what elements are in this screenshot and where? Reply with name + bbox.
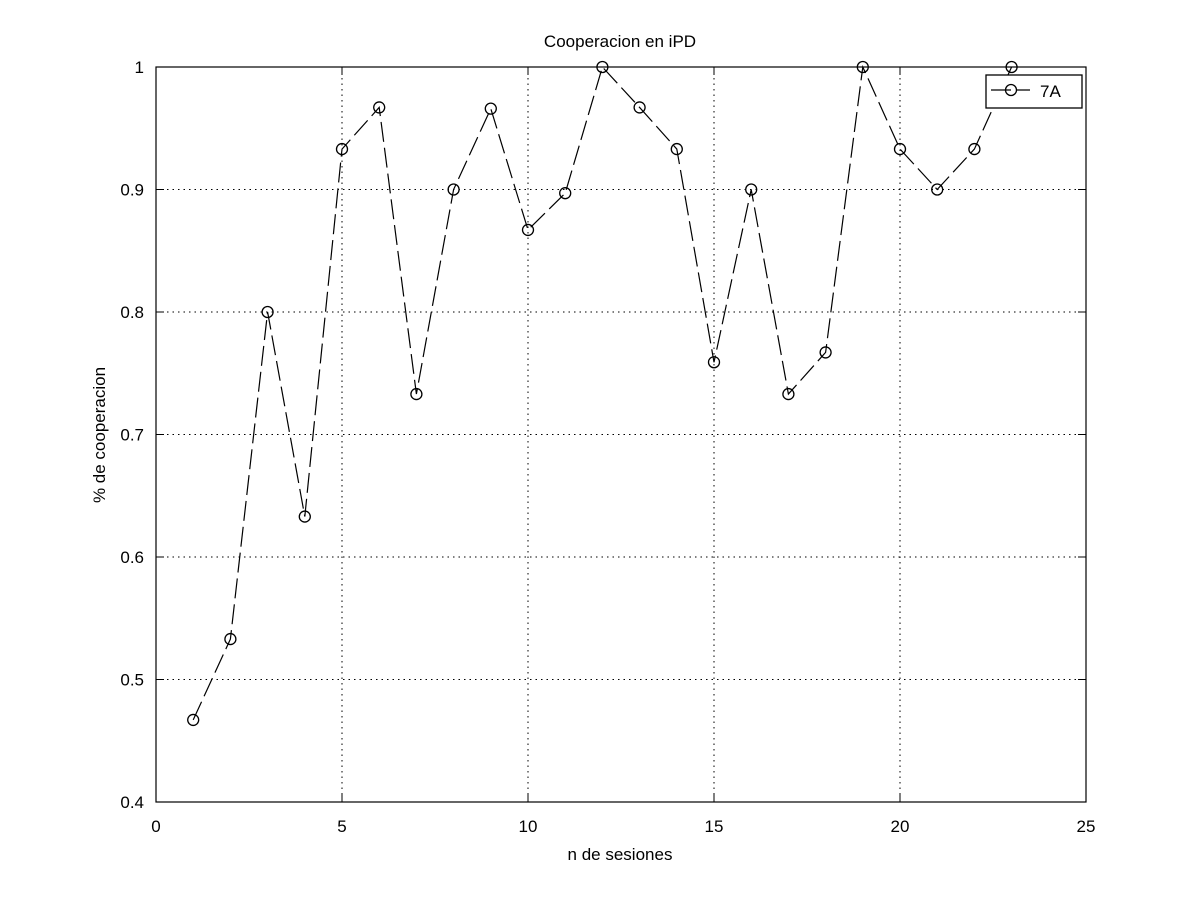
x-tick-label: 10 xyxy=(519,817,538,836)
y-tick-label: 0.8 xyxy=(120,303,144,322)
data-point xyxy=(335,142,349,156)
y-tick-label: 0.9 xyxy=(120,181,144,200)
data-point xyxy=(856,60,869,74)
series-line xyxy=(192,64,1013,721)
y-tick-label: 0.7 xyxy=(120,426,144,445)
data-point xyxy=(745,183,758,196)
data-point xyxy=(298,510,311,523)
data-point xyxy=(447,183,460,196)
data-point xyxy=(931,183,944,196)
x-tick-label: 25 xyxy=(1077,817,1096,836)
data-point xyxy=(782,387,795,401)
x-tick-label: 15 xyxy=(705,817,724,836)
chart-title: Cooperacion en iPD xyxy=(544,32,696,51)
data-point xyxy=(819,346,832,359)
y-tick-label: 0.6 xyxy=(120,548,144,567)
plot-frame xyxy=(155,66,1087,803)
data-point xyxy=(224,632,237,646)
data-point xyxy=(410,387,423,401)
data-point xyxy=(373,101,386,114)
data-point xyxy=(707,356,721,369)
data-point xyxy=(484,102,497,115)
data-point xyxy=(670,142,683,156)
x-axis-title: n de sesiones xyxy=(568,845,673,864)
x-tick-label: 20 xyxy=(891,817,910,836)
legend-label: 7A xyxy=(1040,82,1061,101)
data-point xyxy=(596,60,609,74)
legend-box xyxy=(985,74,1083,109)
y-tick-label: 0.5 xyxy=(120,671,144,690)
data-point xyxy=(521,223,535,237)
data-point xyxy=(261,305,274,319)
data-point xyxy=(893,142,907,156)
axes xyxy=(155,66,1087,803)
data-point xyxy=(968,142,981,156)
legend: 7A xyxy=(985,74,1083,109)
x-tick-label: 0 xyxy=(151,817,160,836)
x-tick-label: 5 xyxy=(337,817,346,836)
data-point xyxy=(187,713,200,727)
y-tick-label: 0.4 xyxy=(120,793,144,812)
y-tick-label: 1 xyxy=(135,58,144,77)
data-point xyxy=(559,187,572,200)
data-point xyxy=(633,101,646,114)
data-point xyxy=(1005,60,1018,74)
legend-marker xyxy=(1004,83,1018,97)
y-axis-title: % de cooperacion xyxy=(90,367,109,503)
series-layer xyxy=(187,60,1018,727)
tick-labels: 0 5 10 15 20 25 0.4 0.5 0.6 0.7 0.8 0.9 1 xyxy=(120,58,1095,836)
grid-lines xyxy=(156,67,1086,802)
